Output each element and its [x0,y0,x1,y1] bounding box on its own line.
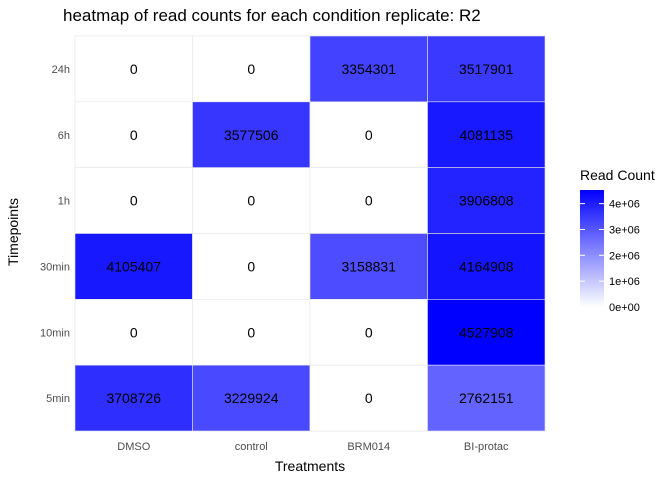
y-tick-label: 1h [58,196,70,208]
heatmap-cell-24h-BI-protac [427,35,546,103]
legend-tick-label: 3e+06 [609,224,640,236]
legend-color-bar [580,190,604,307]
heatmap-cell-6h-BI-protac [427,101,546,168]
x-axis-tick-labels: DMSO control BRM014 BI-protac [117,441,509,453]
heatmap-cells [74,35,546,432]
y-axis-label: Timepoints [5,198,21,266]
y-tick-label: 30min [40,261,70,273]
cell-value-label: 0 [247,324,255,340]
heatmap-cell-30min-control [192,233,311,300]
color-legend: Read Count 0e+00 1e+06 2e+06 3e+06 4e+06 [580,167,655,314]
legend-tick-label: 0e+00 [609,302,640,314]
cell-value-label: 3354301 [341,61,396,77]
heatmap-cell-10min-control [192,299,311,366]
y-tick-label: 5min [46,393,70,405]
cell-value-label: 4105407 [106,258,161,274]
cell-value-label: 2762151 [459,390,514,406]
x-tick-label: BRM014 [347,441,390,453]
cell-value-label: 0 [365,324,373,340]
cell-value-label: 3708726 [106,390,161,406]
cell-value-label: 4164908 [459,258,514,274]
cell-value-label: 0 [247,61,255,77]
heatmap-cell-1h-BRM014 [309,167,428,234]
heatmap-cell-1h-control [192,167,311,234]
legend-tick-label: 2e+06 [609,250,640,262]
x-tick-label: BI-protac [464,441,509,453]
cell-value-label: 3577506 [224,127,279,143]
chart-title: heatmap of read counts for each conditio… [63,6,481,25]
cell-value-label: 0 [130,324,138,340]
heatmap-cell-6h-DMSO [74,101,193,168]
cell-value-label: 4081135 [460,127,514,143]
heatmap-cell-30min-BI-protac [427,233,546,300]
heatmap-cell-10min-BI-protac [427,299,546,366]
legend-tick-labels: 0e+00 1e+06 2e+06 3e+06 4e+06 [580,199,640,314]
heatmap-cell-24h-BRM014 [309,35,428,103]
cell-value-label: 0 [247,258,255,274]
heatmap-cell-30min-BRM014 [309,233,428,300]
heatmap-cell-10min-BRM014 [309,299,428,366]
y-axis-tick-labels: 24h 6h 1h 30min 10min 5min [40,64,70,405]
y-tick-label: 6h [58,130,70,142]
cell-value-label: 3158831 [341,258,396,274]
cell-value-label: 0 [130,127,138,143]
x-tick-label: control [235,441,268,453]
cell-value-label: 3906808 [459,193,514,209]
cell-value-label: 3229924 [224,390,279,406]
x-axis-label: Treatments [275,458,345,474]
cell-value-label: 0 [365,390,373,406]
cell-value-label: 0 [365,193,373,209]
heatmap-cell-6h-BRM014 [309,101,428,168]
y-tick-label: 24h [52,64,70,76]
heatmap-cell-6h-control [192,101,311,168]
heatmap-cell-30min-DMSO [74,233,193,300]
cell-value-label: 0 [365,127,373,143]
heatmap-cell-labels: 0 0 3354301 3517901 0 3577506 0 4081135 0 0 0 39068… [106,61,513,406]
heatmap-cell-5min-control [192,364,311,432]
cell-value-label: 0 [130,193,138,209]
legend-tick-label: 1e+06 [609,276,640,288]
cell-value-label: 0 [247,193,255,209]
cell-value-label: 3517901 [459,61,514,77]
cell-value-label: 4527908 [459,324,514,340]
legend-tick-label: 4e+06 [609,199,640,211]
heatmap-cell-5min-BI-protac [427,364,546,432]
heatmap-cell-5min-DMSO [74,364,193,432]
x-tick-label: DMSO [117,441,150,453]
y-tick-label: 10min [40,327,70,339]
cell-value-label: 0 [130,61,138,77]
heatmap-cell-5min-BRM014 [309,364,428,432]
heatmap-cell-1h-BI-protac [427,167,546,234]
legend-title: Read Count [580,167,655,183]
